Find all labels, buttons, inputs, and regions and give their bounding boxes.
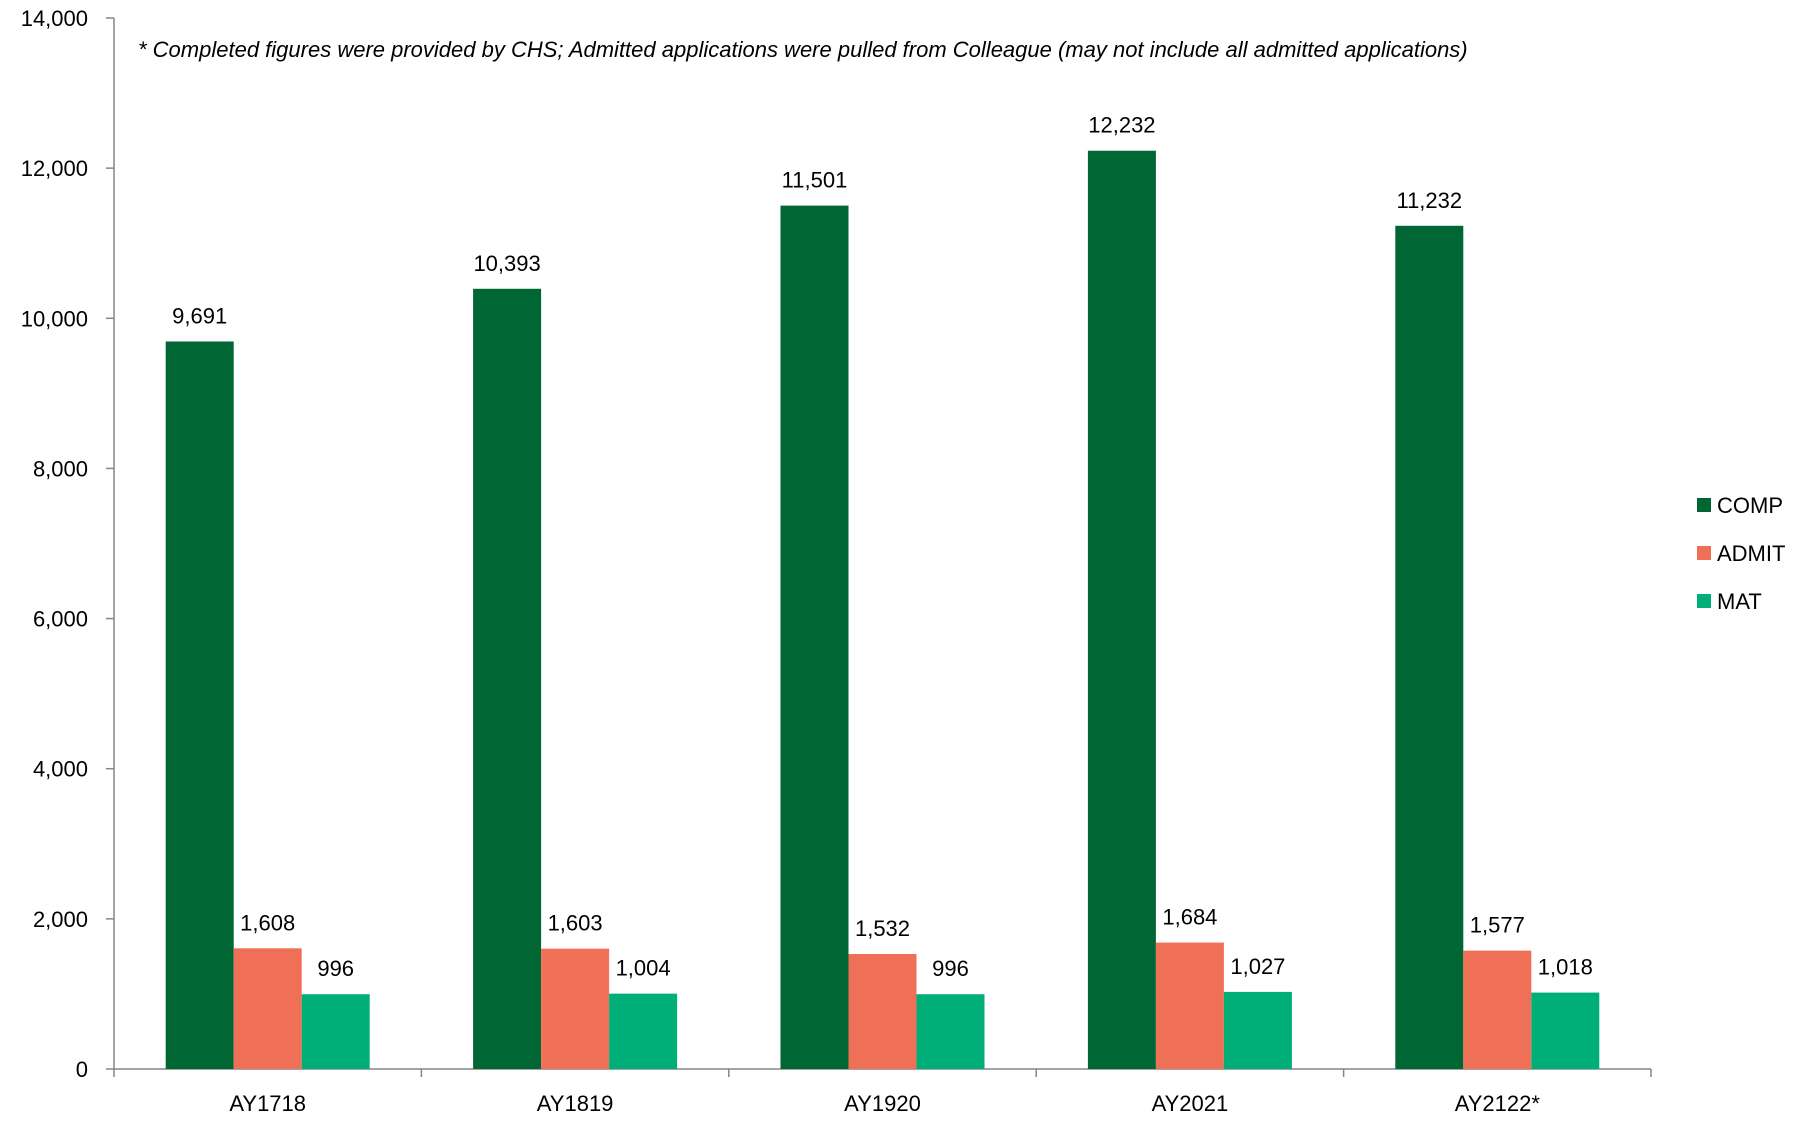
- data-label-admit: 1,532: [855, 916, 910, 941]
- x-tick-label: AY2021: [1152, 1091, 1229, 1116]
- y-tick-label: 4,000: [33, 757, 88, 782]
- x-axis-ticks: AY1718 AY1819 AY1920 AY2021 AY2122*: [113, 1069, 1652, 1116]
- y-tick-label: 6,000: [33, 607, 88, 632]
- bar-mat: [301, 994, 370, 1069]
- data-label-comp: 11,501: [782, 168, 848, 193]
- legend-label-admit: ADMIT: [1717, 541, 1785, 566]
- data-label-admit: 1,577: [1470, 913, 1525, 938]
- bar-admit: [541, 948, 610, 1069]
- data-label-mat: 996: [317, 956, 354, 981]
- y-tick-label: 10,000: [21, 306, 88, 331]
- legend-label-mat: MAT: [1717, 589, 1762, 614]
- bar-comp: [165, 341, 234, 1069]
- x-tick-label: AY1920: [844, 1091, 921, 1116]
- data-label-mat: 996: [932, 956, 969, 981]
- bar-mat: [1531, 992, 1600, 1069]
- x-tick-label: AY1819: [537, 1091, 614, 1116]
- bar-comp: [1087, 150, 1156, 1069]
- chart-annotation: * Completed figures were provided by CHS…: [138, 37, 1468, 62]
- data-label-mat: 1,027: [1230, 954, 1285, 979]
- data-label-admit: 1,603: [548, 911, 603, 936]
- bar-admit: [848, 953, 917, 1069]
- data-label-comp: 10,393: [473, 251, 540, 276]
- bar-mat: [916, 994, 985, 1069]
- x-tick-label: AY2122*: [1455, 1091, 1541, 1116]
- y-axis-ticks: 0 2,000 4,000 6,000 8,000 10,000 12,000 14,000: [21, 6, 114, 1082]
- y-tick-label: 0: [76, 1057, 88, 1082]
- legend-swatch-comp: [1697, 498, 1711, 512]
- bar-comp: [1395, 225, 1464, 1069]
- data-label-mat: 1,004: [616, 956, 671, 981]
- bar-admit: [1463, 950, 1532, 1069]
- y-tick-label: 14,000: [21, 6, 88, 31]
- bar-comp: [473, 288, 542, 1069]
- legend-swatch-admit: [1697, 546, 1711, 560]
- x-tick-label: AY1718: [229, 1091, 306, 1116]
- data-label-comp: 11,232: [1396, 188, 1462, 213]
- data-label-mat: 1,018: [1538, 955, 1593, 980]
- legend: COMP ADMIT MAT: [1697, 493, 1785, 614]
- bar-admit: [233, 948, 302, 1069]
- legend-label-comp: COMP: [1717, 493, 1783, 518]
- bar-mat: [1223, 991, 1292, 1069]
- data-label-comp: 12,232: [1088, 113, 1155, 138]
- bar-admit: [1155, 942, 1224, 1069]
- data-label-comp: 9,691: [172, 303, 227, 328]
- y-tick-label: 8,000: [33, 456, 88, 481]
- legend-swatch-mat: [1697, 594, 1711, 608]
- y-tick-label: 12,000: [21, 156, 88, 181]
- data-labels: 9,691 10,393 11,501 12,232 11,232 1,608 1,603 1…: [172, 113, 1593, 982]
- bar-mat: [609, 993, 678, 1069]
- bars: [165, 150, 1600, 1069]
- bar-comp: [780, 205, 849, 1069]
- data-label-admit: 1,608: [240, 910, 295, 935]
- data-label-admit: 1,684: [1162, 905, 1217, 930]
- y-tick-label: 2,000: [33, 907, 88, 932]
